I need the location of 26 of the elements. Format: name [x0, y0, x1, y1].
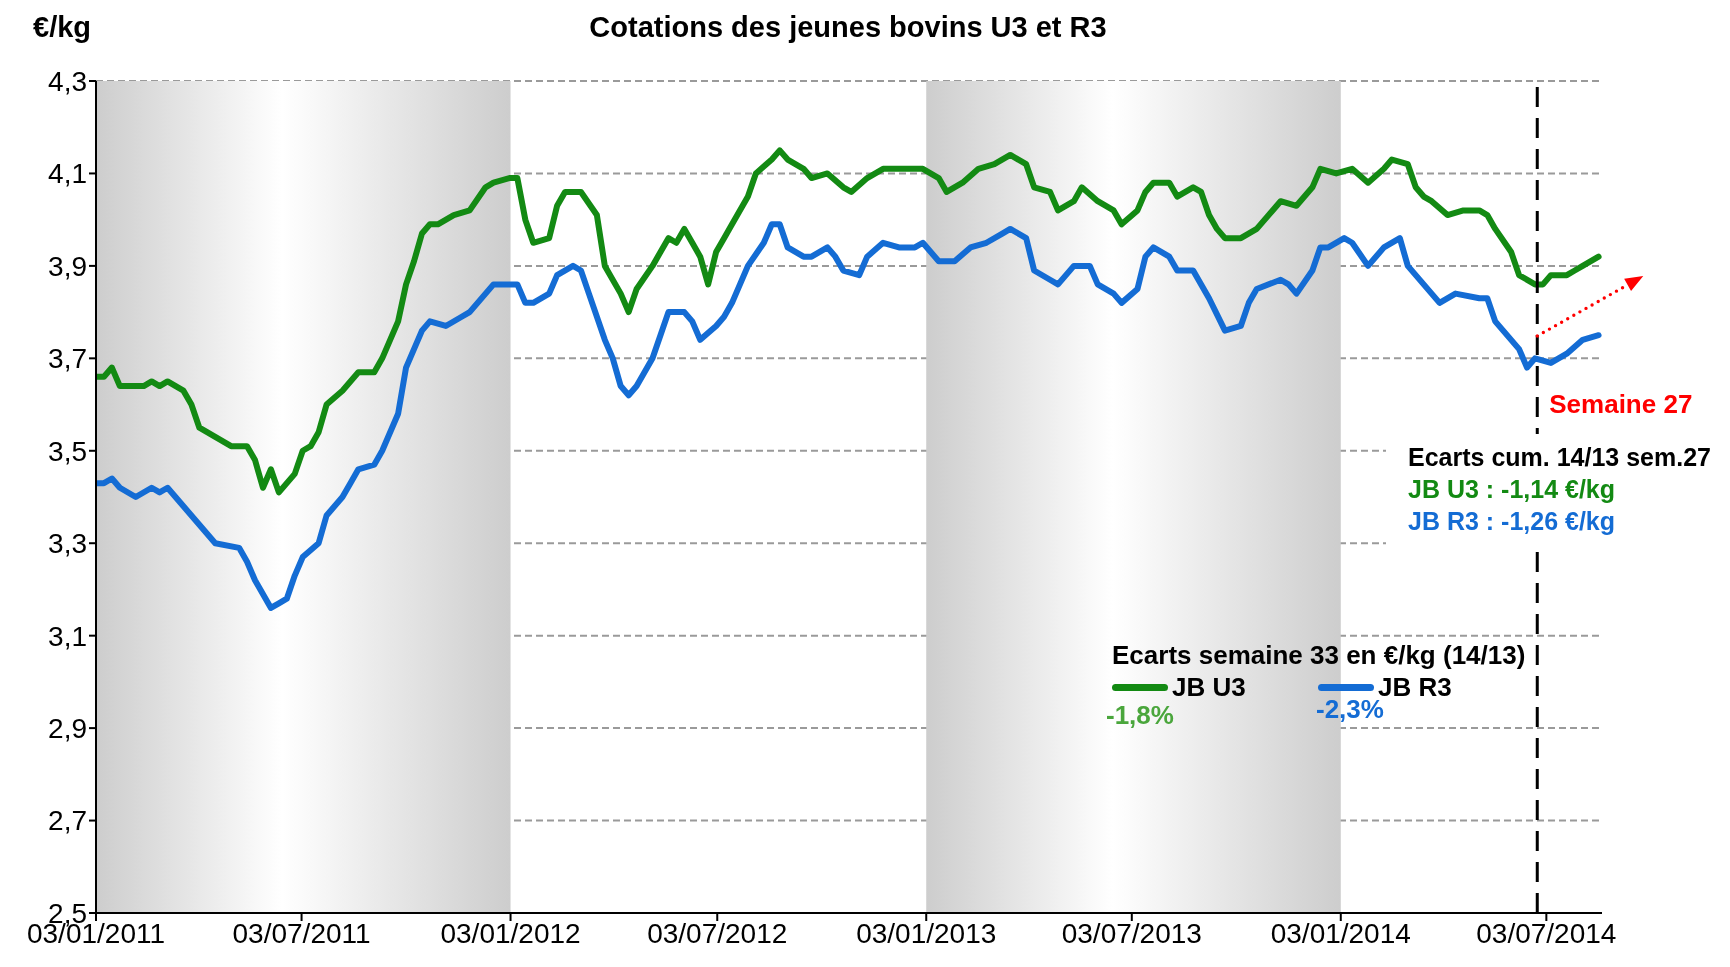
y-tick-label: 4,3	[48, 65, 87, 97]
y-tick-label: 2,9	[48, 713, 87, 745]
y-tick-label: 3,1	[48, 620, 87, 652]
y-axis-title: €/kg	[33, 11, 92, 44]
x-tick-label: 03/01/2013	[856, 917, 997, 949]
x-tick-label: 03/01/2012	[440, 917, 581, 949]
y-tick-label: 3,3	[48, 528, 87, 560]
y-tick-label: 3,7	[48, 343, 87, 375]
x-tick-label: 03/07/2012	[647, 917, 788, 949]
legend-label: JB U3	[1172, 672, 1246, 702]
annotation: JB U3 : -1,14 €/kg	[1408, 474, 1616, 504]
x-tick-label: 03/07/2011	[232, 917, 371, 949]
annotation: JB R3 : -1,26 €/kg	[1408, 506, 1616, 536]
legend-label: JB R3	[1378, 672, 1452, 702]
ref-line-label: Semaine 27	[1549, 389, 1693, 419]
chart-title: Cotations des jeunes bovins U3 et R3	[588, 11, 1108, 44]
y-tick-label: 2,7	[48, 805, 87, 837]
x-tick-label: 03/07/2013	[1061, 917, 1202, 949]
y-tick-label: 3,9	[48, 250, 87, 282]
x-tick-label: 03/07/2014	[1476, 917, 1617, 949]
y-tick-label: 3,5	[48, 435, 87, 467]
y-tick-label: 4,1	[48, 158, 87, 190]
legend-title: Ecarts semaine 33 en €/kg (14/13)	[1112, 640, 1526, 670]
annotation: Ecarts cum. 14/13 sem.27	[1408, 442, 1711, 472]
annotation: -1,8%	[1106, 700, 1174, 730]
x-tick-label: 03/01/2014	[1270, 917, 1411, 949]
